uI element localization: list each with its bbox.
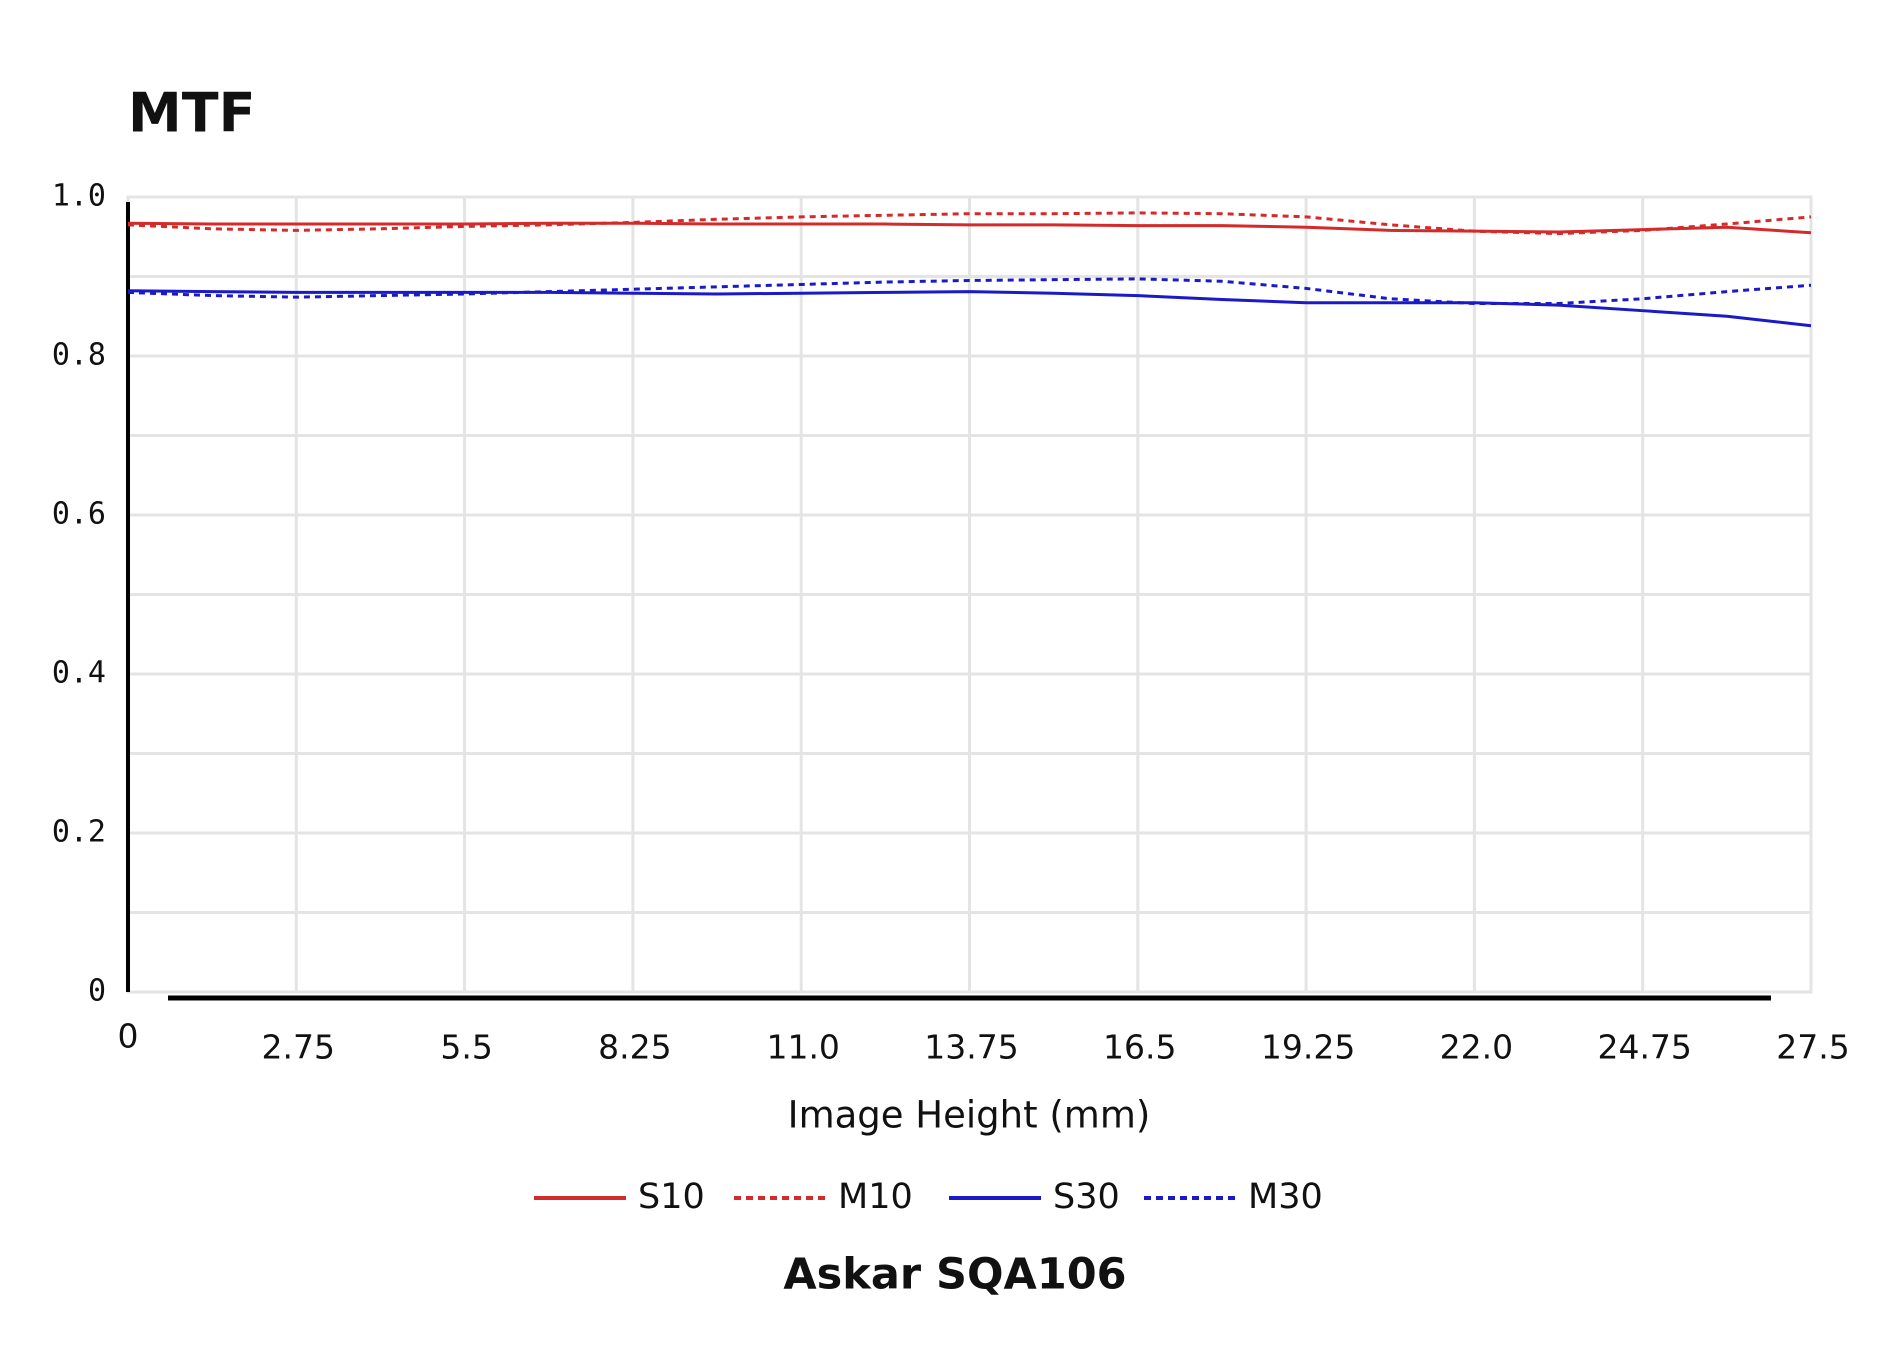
x-tick-label: 22.0 (1440, 1028, 1513, 1067)
chart-title: MTF (128, 82, 255, 145)
y-tick-label: 0.2 (52, 815, 106, 850)
y-tick-label: 0.8 (52, 338, 106, 373)
x-tick-label: 19.25 (1261, 1028, 1355, 1067)
legend-label: M10 (838, 1177, 913, 1217)
x-tick-label: 2.75 (262, 1028, 335, 1067)
caption: Askar SQA106 (783, 1250, 1126, 1300)
series-line (127, 289, 1812, 328)
legend-label: M30 (1248, 1177, 1323, 1217)
series-line (127, 221, 1812, 235)
x-tick-label: 0 (118, 1017, 139, 1056)
x-tick-label: 24.75 (1597, 1028, 1691, 1067)
x-tick-label: 16.5 (1103, 1028, 1176, 1067)
legend-label: S30 (1053, 1177, 1120, 1217)
series-line (127, 211, 1812, 236)
x-tick-label: 27.5 (1776, 1028, 1849, 1067)
x-tick-label: 13.75 (924, 1028, 1018, 1067)
y-tick-label: 0.4 (52, 656, 106, 691)
x-tick-label: 11.0 (766, 1028, 839, 1067)
x-axis-label: Image Height (mm) (788, 1094, 1151, 1137)
y-tick-label: 0 (88, 974, 106, 1009)
legend-label: S10 (638, 1177, 705, 1217)
x-tick-label: 5.5 (440, 1028, 492, 1067)
y-tick-label: 0.6 (52, 497, 106, 532)
y-tick-label: 1.0 (52, 179, 106, 214)
x-tick-label: 8.25 (598, 1028, 671, 1067)
series-line (127, 277, 1812, 306)
